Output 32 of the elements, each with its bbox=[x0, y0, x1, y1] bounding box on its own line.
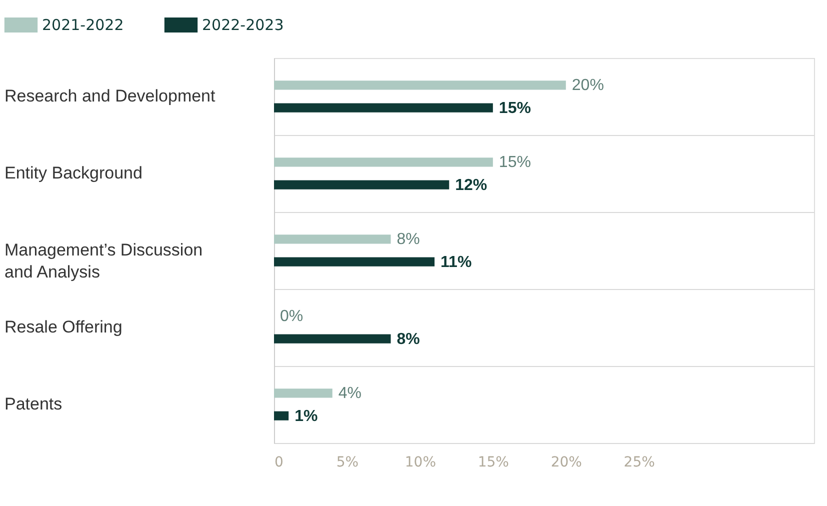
bar bbox=[274, 80, 566, 90]
legend-label: 2021-2022 bbox=[42, 16, 124, 34]
data-label: 15% bbox=[498, 100, 531, 117]
bar bbox=[274, 411, 289, 420]
bar bbox=[274, 234, 391, 244]
bar bbox=[274, 334, 391, 344]
x-tick-label: 0 bbox=[274, 454, 284, 470]
bar bbox=[274, 103, 493, 112]
data-label: 8% bbox=[396, 330, 420, 348]
bar bbox=[274, 388, 332, 398]
data-label: 20% bbox=[572, 77, 604, 94]
data-label: 8% bbox=[396, 231, 420, 248]
x-tick-label: 25% bbox=[624, 454, 655, 470]
data-label: 0% bbox=[280, 308, 304, 326]
data-label: 1% bbox=[294, 408, 318, 425]
bar bbox=[274, 180, 450, 190]
data-label: 15% bbox=[498, 154, 531, 172]
y-tick-label: Entity Background bbox=[4, 164, 142, 182]
x-tick-label: 15% bbox=[478, 454, 509, 470]
y-tick-label: Patents bbox=[4, 394, 62, 414]
bar bbox=[274, 257, 435, 266]
legend-label: 2022-2023 bbox=[202, 16, 284, 34]
x-tick-label: 20% bbox=[550, 454, 582, 470]
y-tick-label: Resale Offering bbox=[4, 318, 122, 336]
y-tick-label: Management’s Discussion and Analysis bbox=[4, 240, 203, 282]
data-label: 11% bbox=[440, 254, 472, 271]
bar bbox=[274, 158, 493, 167]
x-tick-label: 10% bbox=[404, 454, 436, 470]
data-label: 4% bbox=[338, 385, 362, 402]
data-label: 12% bbox=[455, 176, 488, 194]
y-tick-label: Research and Development bbox=[4, 86, 216, 106]
x-tick-label: 5% bbox=[336, 454, 359, 470]
